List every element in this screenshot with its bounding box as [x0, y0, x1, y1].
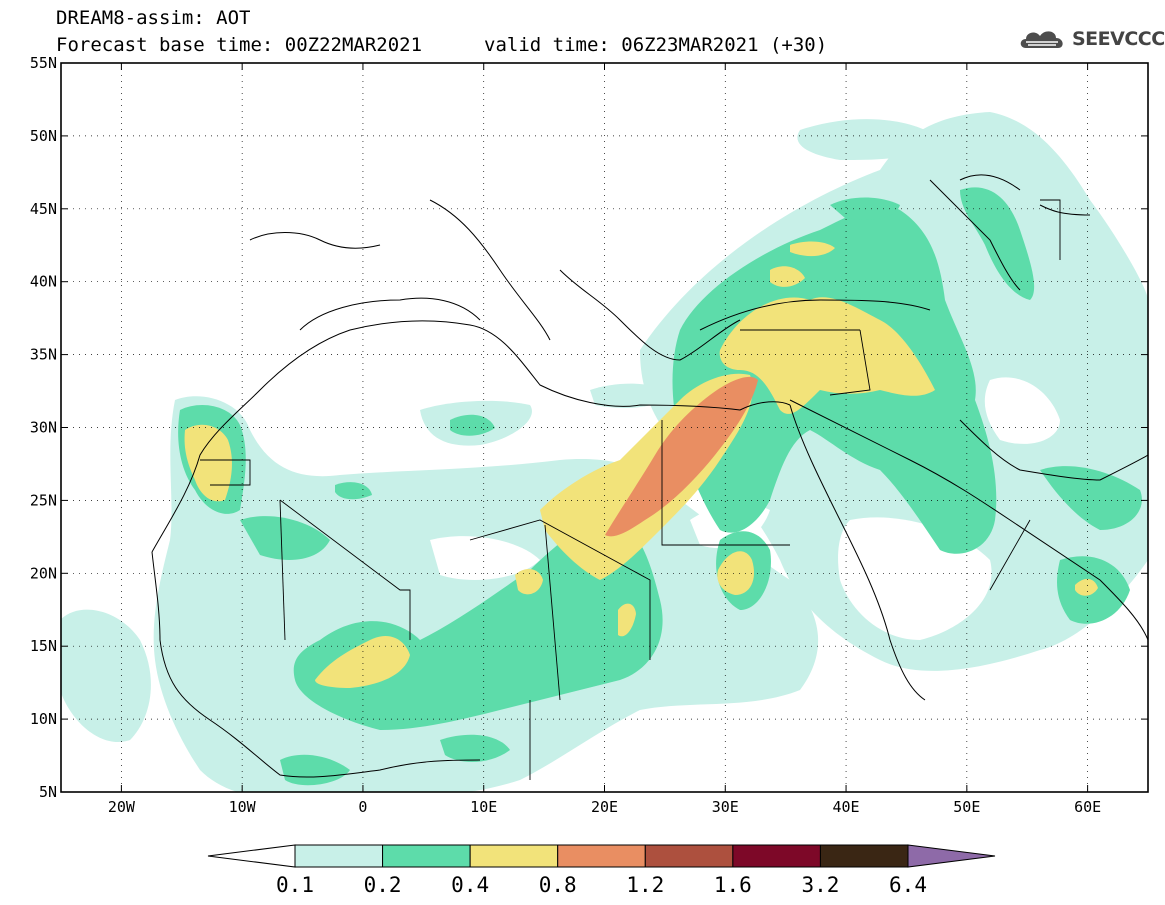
- coastlines: [151, 174, 1148, 778]
- colorbar-label: 1.2: [626, 873, 664, 897]
- brand-logo: SEEVCCC: [1018, 26, 1165, 52]
- colorbar-swatch: [469, 844, 559, 868]
- lat-tick-label: 55N: [30, 54, 57, 72]
- lon-tick-label: 10E: [470, 798, 497, 816]
- aot-field: [61, 112, 1148, 792]
- country-borders: [200, 199, 1061, 780]
- lat-tick-label: 50N: [30, 127, 57, 145]
- colorbar-label: 1.6: [714, 873, 752, 897]
- map-title: DREAM8-assim: AOT: [56, 7, 251, 29]
- colorbar-label: 6.4: [889, 873, 927, 897]
- lat-tick-label: 30N: [30, 419, 57, 437]
- lon-tick-label: 60E: [1074, 798, 1101, 816]
- lon-tick-label: 30E: [712, 798, 739, 816]
- lat-tick-label: 20N: [30, 564, 57, 582]
- aot-contour-0.8: [605, 376, 758, 537]
- lon-tick-label: 10W: [229, 798, 257, 816]
- colorbar-swatch: [644, 844, 734, 868]
- colorbar-label: 0.8: [539, 873, 577, 897]
- lat-tick-label: 5N: [39, 783, 57, 801]
- lat-tick-label: 45N: [30, 200, 57, 218]
- colorbar-swatch: [732, 844, 821, 868]
- valid-time: valid time: 06Z23MAR2021 (+30): [484, 34, 828, 56]
- colorbar-under-triangle: [207, 844, 296, 868]
- colorbar-swatch: [557, 844, 646, 868]
- lon-tick-label: 20E: [591, 798, 618, 816]
- axes: 20W 10W 0 10E 20E 30E 40E 50E 60E 5N 10N 15N 20N 25N 3…: [30, 54, 1148, 816]
- colorbar-label: 3.2: [801, 873, 839, 897]
- lon-tick-label: 20W: [108, 798, 136, 816]
- colorbar-over-triangle: [907, 844, 996, 868]
- colorbar-label: 0.1: [276, 873, 314, 897]
- brand-name: SEEVCCC: [1072, 28, 1165, 50]
- cloud-logo-icon: [1020, 31, 1063, 48]
- lat-tick-label: 40N: [30, 273, 57, 291]
- lat-tick-label: 15N: [30, 637, 57, 655]
- forecast-base-time: Forecast base time: 00Z22MAR2021: [56, 34, 423, 56]
- lat-tick-label: 35N: [30, 346, 57, 364]
- colorbar: 0.1 0.2 0.4 0.8 1.2 1.6 3.2 6.4: [207, 844, 996, 897]
- colorbar-swatch: [294, 844, 384, 868]
- lon-tick-label: 50E: [953, 798, 980, 816]
- lon-tick-label: 40E: [833, 798, 860, 816]
- colorbar-swatch: [382, 844, 471, 868]
- colorbar-label: 0.2: [364, 873, 402, 897]
- lat-tick-label: 10N: [30, 710, 57, 728]
- colorbar-swatch: [819, 844, 909, 868]
- lon-tick-label: 0: [358, 798, 367, 816]
- lat-tick-label: 25N: [30, 491, 57, 509]
- colorbar-label: 0.4: [451, 873, 489, 897]
